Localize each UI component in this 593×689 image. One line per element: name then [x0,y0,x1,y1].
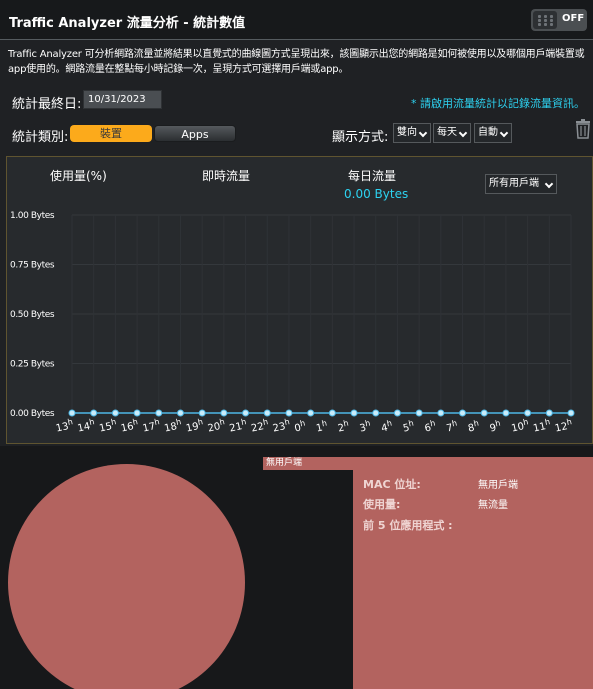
period-select-value: 每天 [437,127,457,138]
chart-panel [6,156,593,444]
x-tick-label: 5h [401,418,415,434]
data-point [567,409,575,417]
page-header: Traffic Analyzer 流量分析 - 統計數值 OFF [0,0,593,40]
scale-select[interactable]: 自動 [474,123,512,143]
x-tick-label: 10h [510,417,530,434]
page-title: Traffic Analyzer 流量分析 - 統計數值 [9,16,246,31]
x-tick-label: 2h [336,418,350,434]
data-point [111,409,119,417]
daily-traffic-value: 0.00 Bytes [344,187,409,201]
data-point [155,409,163,417]
x-tick-label: 0h [293,418,307,434]
data-point [502,409,510,417]
x-tick-label: 19h [184,417,204,434]
data-point [307,409,315,417]
trash-icon[interactable] [575,119,591,139]
x-tick-label: 13h [54,417,74,434]
traffic-analyzer-toggle[interactable]: OFF [531,9,587,31]
client-pie-chart[interactable] [8,464,245,689]
y-tick-label: 0.25 Bytes [10,360,55,370]
category-label: 統計類別: [12,130,69,145]
x-tick-label: 15h [98,417,118,434]
x-tick-label: 18h [163,417,183,434]
data-point [350,409,358,417]
x-tick-label: 1h [315,418,329,434]
client-select-value: 所有用戶端 [489,178,539,189]
x-tick-label: 14h [76,417,96,434]
data-point [415,409,423,417]
data-point [480,409,488,417]
x-tick-label: 22h [250,417,270,434]
x-tick-label: 6h [423,418,437,434]
toggle-label: OFF [562,13,585,24]
data-point [68,409,76,417]
data-point [220,409,228,417]
display-mode-label: 顯示方式: [332,130,389,145]
x-tick-label: 4h [380,418,394,434]
data-point [198,409,206,417]
x-tick-label: 23h [271,417,291,434]
category-apps-button[interactable]: Apps [154,125,236,142]
data-point [242,409,250,417]
scale-select-value: 自動 [478,127,498,138]
tab-usage[interactable]: 使用量(%) [50,169,107,183]
x-tick-label: 3h [358,418,372,434]
data-point [393,409,401,417]
category-device-button[interactable]: 裝置 [70,125,152,142]
x-tick-label: 21h [228,417,248,434]
description-text: Traffic Analyzer 可分析網路流量並將結果以直覺式的曲線圖方式呈現… [8,49,585,75]
x-tick-label: 11h [532,417,552,434]
traffic-line-chart: 0.00 Bytes 0.25 Bytes 0.50 Bytes 0.75 Bytes… [10,211,575,435]
data-point [285,409,293,417]
mac-value: 無用戶端 [478,480,518,491]
data-point [372,409,380,417]
data-point [437,409,445,417]
y-tick-label: 0.75 Bytes [10,261,55,271]
mac-label: MAC 位址: [363,478,421,491]
end-date-label: 統計最終日: [12,97,82,112]
x-tick-label: 17h [141,417,161,434]
data-point [133,409,141,417]
client-info-panel [353,470,593,689]
data-point [328,409,336,417]
data-point [459,409,467,417]
x-tick-label: 7h [445,418,459,434]
x-tick-label: 8h [467,418,481,434]
top-apps-label: 前 5 位應用程式 : [363,519,453,532]
enable-stats-note: * 請啟用流量統計以記錄流量資訊。 [411,97,585,110]
data-point [90,409,98,417]
legend-tag-no-client[interactable]: 無用戶端 [263,457,353,470]
y-tick-label: 0.50 Bytes [10,310,55,320]
toggle-knob [533,11,557,29]
data-point [263,409,271,417]
data-point [176,409,184,417]
x-tick-label: 16h [119,417,139,434]
data-point [545,409,553,417]
x-tick-label: 20h [206,417,226,434]
y-tick-label: 0.00 Bytes [10,409,55,419]
direction-select-value: 雙向 [397,127,417,138]
direction-select[interactable]: 雙向 [393,123,431,143]
data-point [524,409,532,417]
tab-realtime[interactable]: 即時流量 [202,169,251,183]
end-date-input[interactable]: 10/31/2023 [83,90,162,109]
tab-daily[interactable]: 每日流量 [348,169,397,183]
usage-value: 無流量 [478,500,508,511]
y-tick-label: 1.00 Bytes [10,211,55,221]
x-tick-label: 9h [488,418,502,434]
x-tick-label: 12h [553,417,573,434]
usage-label: 使用量: [363,498,401,511]
client-select[interactable]: 所有用戶端 [485,174,557,194]
period-select[interactable]: 每天 [433,123,471,143]
